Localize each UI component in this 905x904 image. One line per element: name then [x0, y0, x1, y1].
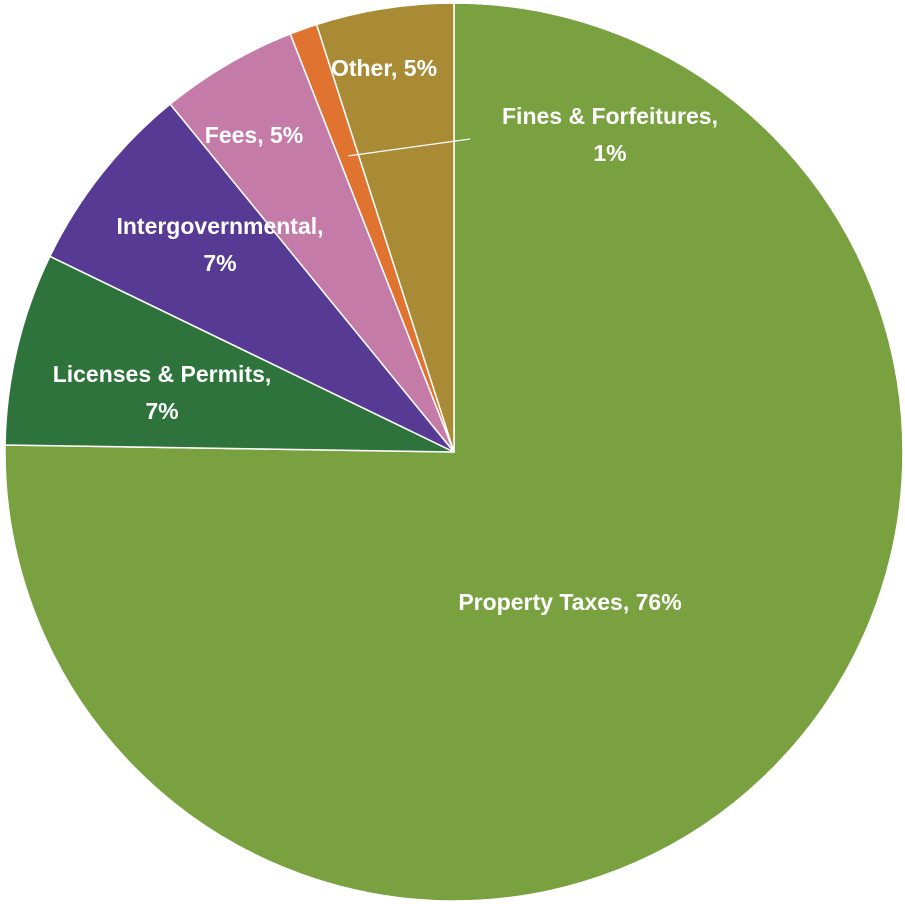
data-label-other: Other, 5% [331, 55, 437, 81]
data-label-licenses-and-permits: Licenses & Permits, 7% [53, 361, 272, 424]
pie-slice-licenses-and-permits [4, 255, 455, 453]
data-label-fees: Fees, 5% [205, 122, 303, 148]
leader-line-fines-and-forfeitures [348, 138, 471, 157]
pie-slice-other [315, 2, 455, 453]
data-label-intergovernmental: Intergovernmental, 7% [116, 213, 323, 276]
leader-lines [348, 138, 471, 157]
data-label-property-taxes: Property Taxes, 76% [458, 589, 681, 615]
data-labels: Property Taxes, 76% Licenses & Permits, 7%… [53, 55, 718, 615]
pie-slice-intergovernmental [49, 103, 455, 453]
data-label-fines-and-forfeitures: Fines & Forfeitures, 1% [502, 103, 718, 166]
pie-slices [4, 2, 904, 902]
